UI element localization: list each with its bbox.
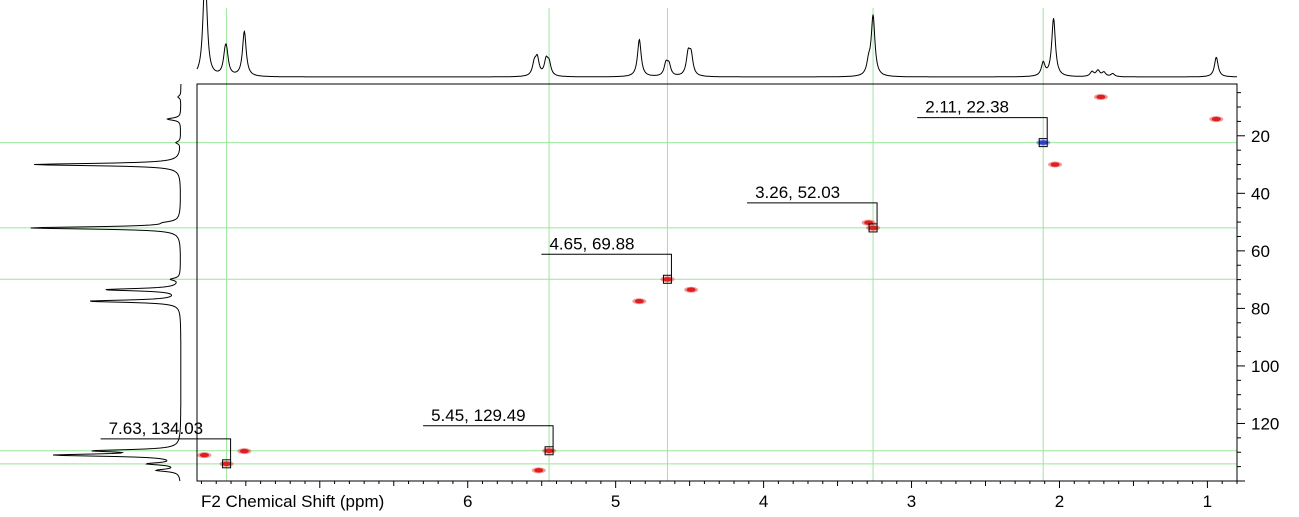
y-tick-label: 40 [1251, 184, 1270, 203]
y-tick-label: 100 [1251, 357, 1279, 376]
cross-peak-core [634, 298, 644, 304]
x-tick-label: 2 [1055, 492, 1064, 511]
cross-peak-core [662, 277, 672, 282]
cross-peak-core [1211, 116, 1221, 122]
peak-marker [868, 223, 878, 233]
f1-projection-trace [30, 84, 182, 482]
cross-peak-core [1050, 162, 1060, 167]
annotation-label: 7.63, 134.03 [109, 419, 204, 438]
cross-peak-core [544, 448, 554, 453]
peak-annotations: 7.63, 134.03 5.45, 129.49 4.65, 69.88 3.26,… [100, 98, 1048, 469]
crosshair-lines [0, 8, 1237, 481]
y-tick-label: 20 [1251, 127, 1270, 146]
x-axis-label: F2 Chemical Shift (ppm) [201, 492, 384, 511]
plot-frame [196, 83, 1238, 482]
cross-peak-core [686, 287, 696, 292]
f2-projection-trace [196, 0, 1238, 78]
cross-peak-core [239, 448, 249, 454]
annotation-label: 4.65, 69.88 [549, 234, 634, 253]
y-tick-label: 60 [1251, 242, 1270, 261]
cross-peak-core [1096, 94, 1106, 100]
x-tick-label: 6 [463, 492, 472, 511]
f2-projection [196, 0, 1238, 78]
annotation-leader [100, 438, 232, 460]
x-axis: 6 5 4 3 2 1 [200, 481, 1238, 511]
annotation-leader [747, 202, 878, 224]
peak-marker [222, 459, 232, 469]
peak-marker [544, 446, 554, 456]
annotation-label: 3.26, 52.03 [755, 183, 840, 202]
y-tick-label: 120 [1251, 414, 1279, 433]
y-tick-label: 80 [1251, 299, 1270, 318]
cross-peak-core [534, 468, 544, 473]
annotation-label: 5.45, 129.49 [431, 406, 526, 425]
annotation-leader [423, 425, 554, 447]
f1-projection [30, 84, 182, 482]
annotation-leader [541, 253, 672, 276]
cross-peak-core [222, 461, 232, 467]
annotation-label: 2.11, 22.38 [925, 98, 1009, 117]
cross-peak-core [868, 225, 878, 231]
annotation-leader [917, 117, 1048, 139]
x-tick-label: 5 [611, 492, 620, 511]
cross-peak-core [1038, 140, 1048, 145]
x-tick-label: 3 [907, 492, 916, 511]
y-axis: 20 40 60 80 100 120 [1237, 92, 1279, 482]
x-tick-label: 4 [759, 492, 768, 511]
peak-marker [1038, 138, 1048, 148]
cross-peaks [197, 93, 1224, 474]
x-tick-label: 1 [1203, 492, 1212, 511]
peak-marker [662, 274, 672, 284]
cross-peak-core [199, 452, 209, 458]
